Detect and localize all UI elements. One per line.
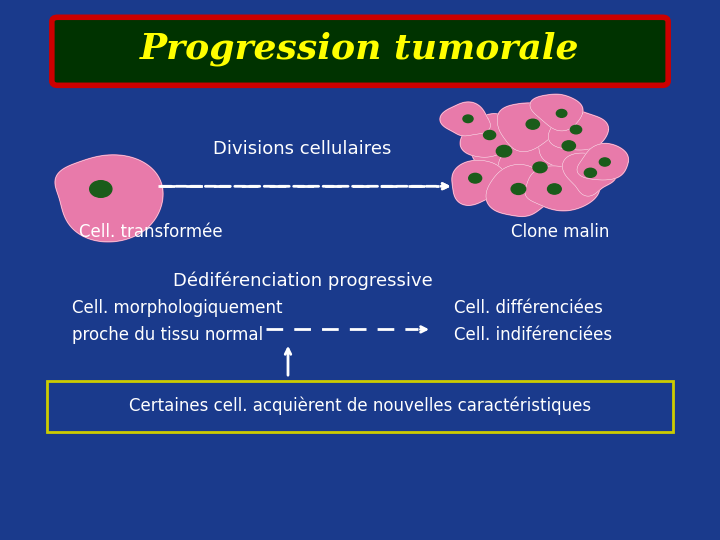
Circle shape — [484, 131, 495, 139]
Polygon shape — [562, 153, 616, 196]
Circle shape — [463, 115, 473, 123]
Text: Progression tumorale: Progression tumorale — [140, 31, 580, 66]
FancyBboxPatch shape — [47, 381, 673, 432]
Circle shape — [585, 168, 596, 177]
Text: Divisions cellulaires: Divisions cellulaires — [213, 139, 392, 158]
Polygon shape — [55, 155, 163, 242]
Circle shape — [526, 119, 539, 129]
Polygon shape — [498, 103, 559, 152]
Circle shape — [557, 110, 567, 117]
Polygon shape — [452, 160, 509, 205]
Polygon shape — [486, 164, 554, 217]
Circle shape — [496, 145, 512, 157]
Text: Certaines cell. acquièrent de nouvelles caractéristiques: Certaines cell. acquièrent de nouvelles … — [129, 397, 591, 415]
FancyBboxPatch shape — [52, 17, 668, 85]
Circle shape — [533, 162, 547, 173]
Circle shape — [562, 141, 575, 151]
Polygon shape — [539, 122, 598, 172]
Text: Cell. morphologiquement
proche du tissu normal: Cell. morphologiquement proche du tissu … — [72, 299, 282, 343]
Polygon shape — [460, 114, 521, 157]
Circle shape — [469, 173, 482, 183]
Circle shape — [599, 158, 611, 166]
Text: Dédiférenciation progressive: Dédiférenciation progressive — [173, 272, 432, 290]
Polygon shape — [548, 110, 608, 150]
Text: Cell. transformée: Cell. transformée — [79, 223, 222, 241]
Polygon shape — [577, 144, 629, 180]
Circle shape — [547, 184, 562, 194]
Polygon shape — [440, 102, 490, 136]
Polygon shape — [530, 94, 583, 131]
Circle shape — [511, 184, 526, 194]
Polygon shape — [472, 116, 546, 178]
Polygon shape — [498, 141, 570, 186]
Circle shape — [570, 125, 582, 134]
Text: Clone malin: Clone malin — [511, 223, 610, 241]
Text: Cell. différenciées
Cell. indiférenciées: Cell. différenciées Cell. indiférenciées — [454, 299, 612, 343]
Circle shape — [90, 181, 112, 197]
Polygon shape — [525, 166, 600, 211]
